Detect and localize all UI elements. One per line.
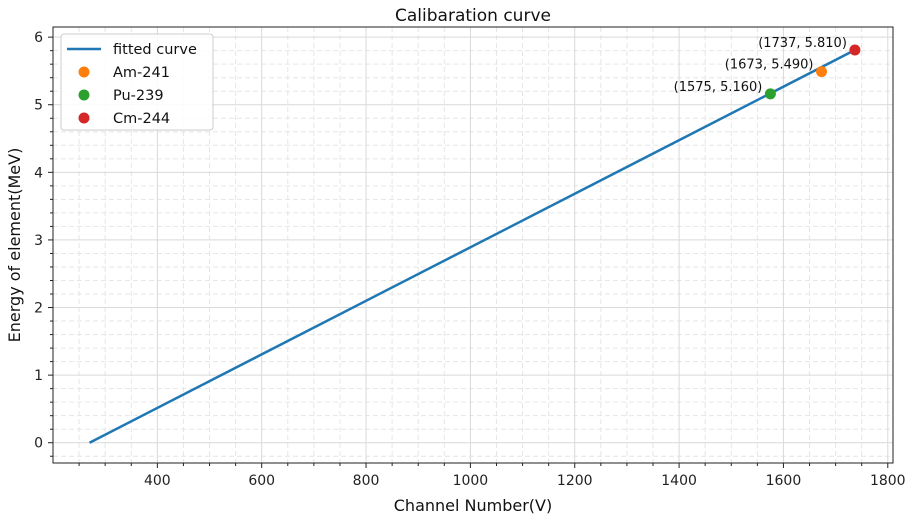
point-annotation: (1673, 5.490) [725,58,814,73]
y-tick-label: 6 [34,30,43,46]
y-tick-label: 0 [34,436,43,452]
x-tick-label: 1400 [661,473,697,489]
legend-marker-swatch [78,112,90,124]
plot-frame [52,26,894,464]
x-tick-label: 1600 [766,473,802,489]
x-tick-label: 1800 [870,473,906,489]
legend-label: Am-241 [113,65,170,81]
legend-marker-swatch [78,89,90,101]
point-annotation: (1737, 5.810) [758,36,847,51]
annotations: (1575, 5.160) (1673, 5.490) (1737, 5.810) [674,36,847,95]
legend: fitted curve Am-241 Pu-239 Cm-244 [60,33,214,131]
x-tick-label: 1000 [453,473,489,489]
x-tick-label: 800 [353,473,380,489]
y-tick-label: 4 [34,165,43,181]
legend-label: Cm-244 [113,111,170,127]
minor-grid [53,27,893,463]
y-tick-label: 3 [34,233,43,249]
point-annotation: (1575, 5.160) [674,80,763,95]
chart-title: Calibaration curve [395,6,551,26]
data-point-cm-244 [849,44,861,56]
x-tick-label: 1200 [557,473,593,489]
y-axis-label: Energy of element(MeV) [5,148,24,343]
x-axis-label: Channel Number(V) [394,496,552,515]
series-layer [88,44,861,444]
fitted-curve-line [88,48,856,444]
legend-marker-swatch [78,66,90,78]
y-tick-label: 5 [34,98,43,114]
axis-ticks: 400 600 800 1000 1200 1400 1600 1800 0 1 2 3 4 5 6 [34,30,906,489]
x-tick-label: 400 [144,473,171,489]
legend-label: Pu-239 [113,88,164,104]
data-point-am-241 [816,66,828,78]
data-point-pu-239 [764,88,776,100]
legend-label: fitted curve [113,42,197,58]
y-tick-label: 2 [34,301,43,317]
y-tick-label: 1 [34,368,43,384]
legend-box [60,33,214,131]
x-tick-label: 600 [248,473,275,489]
